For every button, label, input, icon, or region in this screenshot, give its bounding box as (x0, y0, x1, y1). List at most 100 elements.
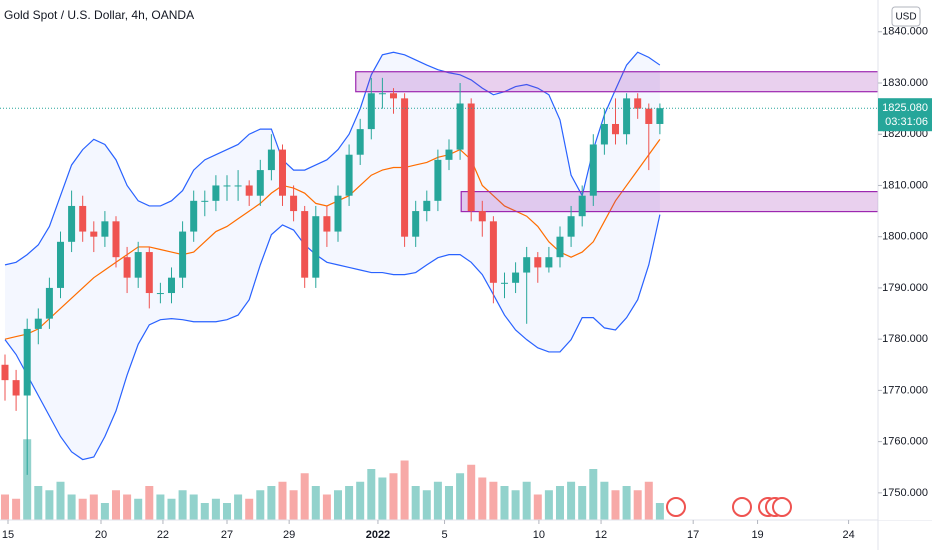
volume-bar (600, 481, 609, 520)
volume-bar (56, 481, 65, 520)
volume-bar (23, 439, 32, 520)
band-middle (4, 138, 661, 340)
candle-body (34, 318, 42, 329)
candle-body (611, 123, 619, 135)
band-fill (4, 52, 660, 460)
candle-body (600, 123, 608, 145)
volume-bar (211, 498, 220, 520)
x-tick-label: 20 (95, 529, 107, 541)
volume-bar (333, 490, 342, 520)
event-icon[interactable] (772, 497, 792, 517)
candle-body (512, 272, 520, 283)
candle-body (578, 195, 586, 217)
band-lower (4, 214, 661, 461)
zone-layer (355, 71, 879, 213)
volume-bar (300, 473, 309, 520)
volume-bar (500, 486, 509, 520)
volume-bar (378, 477, 387, 520)
candle-body (367, 93, 375, 130)
volume-bar (367, 469, 376, 520)
price-axis (878, 0, 932, 520)
candle-body (190, 200, 198, 232)
candle-body (523, 257, 531, 273)
volume-bar (289, 490, 298, 520)
volume-bar (533, 494, 542, 520)
volume-bar (555, 486, 564, 520)
volume-bar (145, 486, 154, 520)
y-tick-label: 1830.000 (882, 77, 928, 89)
volume-bar (156, 494, 165, 520)
zone (460, 191, 879, 213)
volume-bar (134, 498, 143, 520)
volume-bar (489, 481, 498, 520)
candle-layer (1, 77, 664, 475)
candle-body (478, 211, 486, 222)
candle-body (634, 98, 642, 109)
volume-bar (200, 503, 209, 520)
x-tick-label: 10 (533, 529, 545, 541)
candle-body (90, 231, 98, 237)
candle-body (201, 200, 209, 202)
volume-bar (389, 473, 398, 520)
bollinger-layer (4, 51, 661, 461)
y-tick-label: 1800.000 (882, 231, 928, 243)
volume-bar (12, 498, 21, 520)
volume-bar (78, 498, 87, 520)
currency-button[interactable] (891, 6, 921, 27)
last-price-box (878, 98, 932, 132)
candle-body (1, 364, 9, 381)
x-tick-label: 27 (221, 529, 233, 541)
candle-body (212, 185, 220, 201)
candle-body (79, 205, 87, 232)
candle-body (556, 236, 564, 258)
candle-body (378, 93, 386, 95)
volume-bar (267, 486, 276, 520)
y-tick-label: 1780.000 (882, 333, 928, 345)
volume-bar (45, 490, 54, 520)
candle-body (45, 287, 53, 319)
candle-body (68, 205, 76, 242)
volume-bar (622, 486, 631, 520)
volume-bar (633, 490, 642, 520)
volume-bar (589, 469, 598, 520)
volume-bar (89, 494, 98, 520)
candle-body (167, 277, 175, 294)
x-tick-label: 29 (283, 529, 295, 541)
event-icon[interactable] (732, 497, 752, 517)
volume-bar (544, 490, 553, 520)
candle-body (356, 129, 364, 155)
candle-body (267, 149, 275, 171)
volume-bar (311, 486, 320, 520)
candle-body (245, 185, 253, 196)
volume-bar (34, 486, 43, 520)
candle-body (412, 211, 420, 237)
candle-body (456, 103, 464, 150)
x-tick-label: 5 (441, 529, 447, 541)
candle-body (134, 252, 142, 278)
candle-body (56, 241, 64, 288)
candle-body (445, 149, 453, 160)
event-icons[interactable] (666, 497, 792, 517)
x-tick-label: 17 (687, 529, 699, 541)
candle-body (489, 221, 497, 283)
event-icon[interactable] (666, 497, 686, 517)
candle-body (301, 211, 309, 278)
candle-body (589, 144, 597, 196)
candle-body (145, 252, 153, 294)
y-tick-label: 1760.000 (882, 436, 928, 448)
candle-body (123, 257, 131, 278)
volume-bar (256, 490, 265, 520)
candle-body (323, 216, 331, 232)
candle-body (334, 195, 342, 232)
volume-bar (345, 486, 354, 520)
candle-body (423, 200, 431, 212)
volume-bar (522, 481, 531, 520)
candle-body (345, 154, 353, 196)
currency-label[interactable]: USD (895, 12, 916, 23)
candle-body (12, 380, 20, 396)
candle-body (112, 221, 120, 258)
candle-body (23, 328, 31, 396)
candle-body (156, 293, 164, 295)
candle-body (645, 108, 653, 124)
